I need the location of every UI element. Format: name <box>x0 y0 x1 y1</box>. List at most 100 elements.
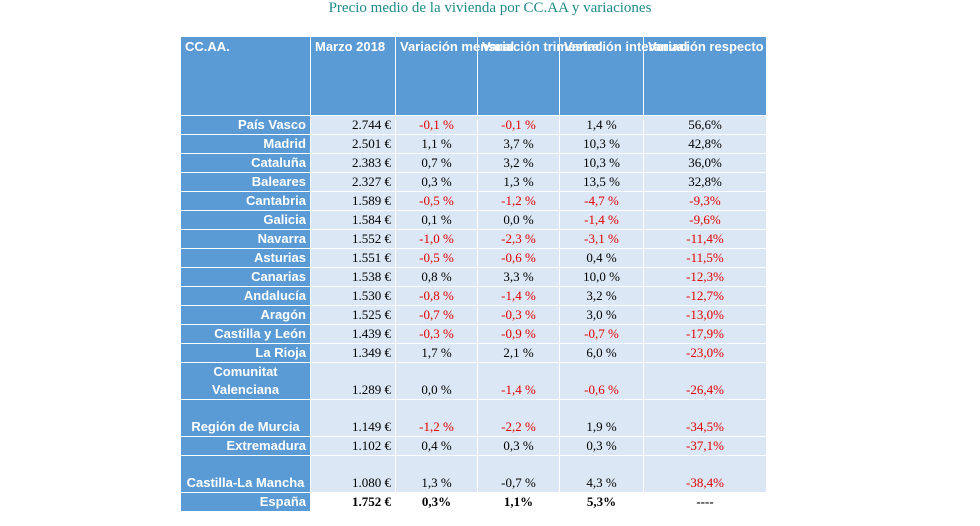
region-name-cell: País Vasco <box>180 115 311 135</box>
interanual-cell: 3,0 % <box>559 305 644 325</box>
mensual-cell: -0,5 % <box>395 248 478 268</box>
media-cell: -38,4% <box>643 455 767 493</box>
header-variacion-mensual: Variación mensual <box>395 36 514 116</box>
media-cell: -23,0% <box>643 343 767 363</box>
interanual-cell: 10,3 % <box>559 134 644 154</box>
price-cell: 2.744 € <box>310 115 396 135</box>
trimestral-cell: 0,0 % <box>477 210 560 230</box>
trimestral-cell: -0,3 % <box>477 305 560 325</box>
table-row: Navarra 1.552 € -1,0 % -2,3 % -3,1 % -11,4% <box>180 229 767 249</box>
mensual-cell: -0,5 % <box>395 191 478 211</box>
trimestral-cell: -0,1 % <box>477 115 560 135</box>
mensual-cell: 0,3% <box>395 492 478 512</box>
price-cell: 1.289 € <box>310 362 396 400</box>
table-row: Andalucía 1.530 € -0,8 % -1,4 % 3,2 % -12,7% <box>180 286 767 306</box>
trimestral-cell: 3,3 % <box>477 267 560 287</box>
region-name-cell: Canarias <box>180 267 311 287</box>
media-cell: 56,6% <box>643 115 767 135</box>
mensual-cell: 0,1 % <box>395 210 478 230</box>
table-row: Comunitat Valenciana 1.289 €0,0 % -1,4 % -0… <box>180 362 767 400</box>
region-name-cell: Andalucía <box>180 286 311 306</box>
housing-price-table: CC.AA. Marzo 2018 Variación mensual Vari… <box>180 36 861 512</box>
table-row: Galicia 1.584 €0,1 % 0,0 % -1,4 % -9,6% <box>180 210 767 230</box>
region-name-cell: Galicia <box>180 210 311 230</box>
mensual-cell: -0,1 % <box>395 115 478 135</box>
table-row: Madrid 2.501 €1,1 % 3,7 % 10,3 % 42,8% <box>180 134 767 154</box>
price-cell: 1.080 € <box>310 455 396 493</box>
interanual-cell: 5,3% <box>559 492 644 512</box>
region-name-cell: Baleares <box>180 172 311 192</box>
media-cell: 36,0% <box>643 153 767 173</box>
region-name-cell: Extremadura <box>180 436 311 456</box>
trimestral-cell: -2,2 % <box>477 399 560 437</box>
interanual-cell: 1,4 % <box>559 115 644 135</box>
region-name-cell: Castilla y León <box>180 324 311 344</box>
table-row: País Vasco 2.744 € -0,1 % -0,1 % 1,4 % 56,6% <box>180 115 767 135</box>
price-cell: 1.439 € <box>310 324 396 344</box>
price-cell: 1.102 € <box>310 436 396 456</box>
price-cell: 2.383 € <box>310 153 396 173</box>
price-cell: 1.584 € <box>310 210 396 230</box>
interanual-cell: -0,7 % <box>559 324 644 344</box>
trimestral-cell: 3,2 % <box>477 153 560 173</box>
trimestral-cell: 1,3 % <box>477 172 560 192</box>
interanual-cell: 13,5 % <box>559 172 644 192</box>
region-name-cell: La Rioja <box>180 343 311 363</box>
interanual-cell: -1,4 % <box>559 210 644 230</box>
interanual-cell: 4,3 % <box>559 455 644 493</box>
header-ccaa: CC.AA. <box>180 36 311 116</box>
media-cell: -37,1% <box>643 436 767 456</box>
trimestral-cell: -1,4 % <box>477 362 560 400</box>
price-cell: 1.538 € <box>310 267 396 287</box>
region-name-cell: Aragón <box>180 305 311 325</box>
media-cell: -34,5% <box>643 399 767 437</box>
table-row: Aragón 1.525 € -0,7 % -0,3 % 3,0 % -13,0% <box>180 305 767 325</box>
price-cell: 1.525 € <box>310 305 396 325</box>
trimestral-cell: 0,3 % <box>477 436 560 456</box>
price-cell: 2.501 € <box>310 134 396 154</box>
region-name-cell: Cataluña <box>180 153 311 173</box>
price-cell: 2.327 € <box>310 172 396 192</box>
price-cell: 1.752 € <box>310 492 396 512</box>
media-cell: ---- <box>643 492 767 512</box>
media-cell: -9,3% <box>643 191 767 211</box>
trimestral-cell: -2,3 % <box>477 229 560 249</box>
trimestral-cell: 3,7 % <box>477 134 560 154</box>
mensual-cell: 0,0 % <box>395 362 478 400</box>
page-title: Precio medio de la vivienda por CC.AA y … <box>328 0 652 16</box>
mensual-cell: 1,1 % <box>395 134 478 154</box>
interanual-cell: -4,7 % <box>559 191 644 211</box>
table-row: Baleares 2.327 €0,3 % 1,3 % 13,5 % 32,8% <box>180 172 767 192</box>
region-name-cell: Castilla-La Mancha <box>180 455 311 493</box>
media-cell: -9,6% <box>643 210 767 230</box>
mensual-cell: 0,4 % <box>395 436 478 456</box>
table-header-row: CC.AA. Marzo 2018 Variación mensual Vari… <box>180 36 861 116</box>
trimestral-cell: -0,9 % <box>477 324 560 344</box>
table-row: Cantabria 1.589 € -0,5 % -1,2 % -4,7 % -9,3% <box>180 191 767 211</box>
interanual-cell: 0,4 % <box>559 248 644 268</box>
table-row: Castilla-La Mancha 1.080 €1,3 % -0,7 % 4,3 … <box>180 455 767 493</box>
trimestral-cell: 2,1 % <box>477 343 560 363</box>
mensual-cell: -0,7 % <box>395 305 478 325</box>
mensual-cell: 1,3 % <box>395 455 478 493</box>
table-row: Castilla y León 1.439 € -0,3 % -0,9 % -0,7 %… <box>180 324 767 344</box>
table-row: Asturias 1.551 € -0,5 % -0,6 % 0,4 % -11,5% <box>180 248 767 268</box>
header-variacion-media-nacional: Variación respecto media nacional <box>643 36 861 116</box>
mensual-cell: -1,0 % <box>395 229 478 249</box>
price-cell: 1.149 € <box>310 399 396 437</box>
media-cell: -13,0% <box>643 305 767 325</box>
mensual-cell: 1,7 % <box>395 343 478 363</box>
table-row: Cataluña 2.383 €0,7 % 3,2 % 10,3 % 36,0% <box>180 153 767 173</box>
table-row: España 1.752 €0,3% 1,1% 5,3% ---- <box>180 492 767 512</box>
price-cell: 1.552 € <box>310 229 396 249</box>
trimestral-cell: -0,6 % <box>477 248 560 268</box>
header-marzo-2018: Marzo 2018 <box>310 36 396 116</box>
trimestral-cell: -1,2 % <box>477 191 560 211</box>
interanual-cell: -3,1 % <box>559 229 644 249</box>
price-cell: 1.589 € <box>310 191 396 211</box>
media-cell: -12,3% <box>643 267 767 287</box>
media-cell: -12,7% <box>643 286 767 306</box>
header-variacion-trimestral: Variación trimestral <box>477 36 603 116</box>
region-name-cell: Comunitat Valenciana <box>180 362 311 400</box>
price-cell: 1.551 € <box>310 248 396 268</box>
